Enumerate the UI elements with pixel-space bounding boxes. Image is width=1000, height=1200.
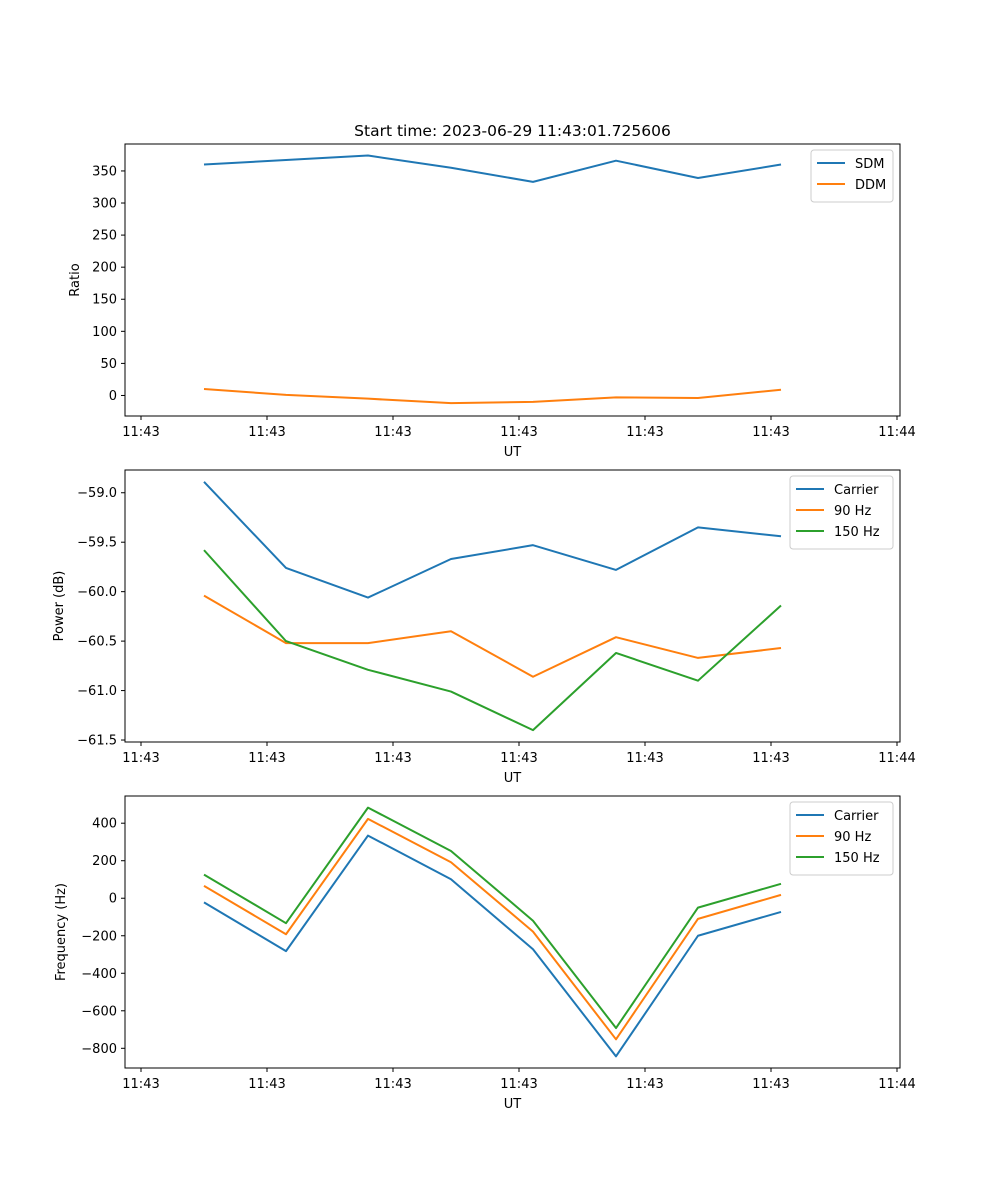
y-tick-label: −400 <box>81 967 117 982</box>
y-tick-label: 0 <box>109 892 117 907</box>
x-tick-label: 11:43 <box>626 425 663 440</box>
y-tick-label: −61.0 <box>77 684 117 699</box>
y-tick-label: −200 <box>81 929 117 944</box>
legend: Carrier 90 Hz 150 Hz <box>789 801 894 876</box>
x-tick-label: 11:43 <box>752 751 789 766</box>
legend-label: SDM <box>855 157 884 172</box>
legend-label: 150 Hz <box>834 851 880 866</box>
axes-frame <box>124 469 901 743</box>
y-tick-label: 0 <box>109 389 117 404</box>
y-tick-label: 150 <box>92 293 117 308</box>
x-tick-label: 11:43 <box>122 751 159 766</box>
y-tick-label: −600 <box>81 1004 117 1019</box>
y-tick-label: −59.0 <box>77 486 117 501</box>
legend-label: 90 Hz <box>834 830 871 845</box>
power-panel: 11:43 11:43 11:43 11:43 11:43 11:43 11:44 −59.0… <box>52 469 916 786</box>
x-tick-label: 11:43 <box>374 425 411 440</box>
x-tick-label: 11:43 <box>500 751 537 766</box>
y-axis-label: Frequency (Hz) <box>54 883 69 981</box>
y-tick-label: −800 <box>81 1042 117 1057</box>
legend-label: 150 Hz <box>834 525 880 540</box>
series-line-sdm <box>203 154 782 183</box>
legend: Carrier 90 Hz 150 Hz <box>789 475 894 550</box>
series-line-ddm <box>203 388 782 405</box>
x-tick-label: 11:43 <box>248 751 285 766</box>
x-axis-label: UT <box>504 771 522 786</box>
x-tick-label: 11:44 <box>878 425 915 440</box>
y-tick-label: 350 <box>92 164 117 179</box>
y-axis-label: Ratio <box>68 263 83 296</box>
legend-label: DDM <box>855 178 886 193</box>
series-line-150-hz <box>203 806 782 1030</box>
axes-frame <box>124 143 901 417</box>
x-tick-label: 11:43 <box>500 425 537 440</box>
y-tick-label: −60.0 <box>77 585 117 600</box>
y-tick-label: 100 <box>92 325 117 340</box>
frequency-panel: 11:43 11:43 11:43 11:43 11:43 11:43 11:44 400 20… <box>54 795 916 1112</box>
y-tick-label: −61.5 <box>77 734 117 749</box>
series-line-carrier <box>203 481 782 599</box>
y-tick-label: −60.5 <box>77 635 117 650</box>
x-axis-label: UT <box>504 445 522 460</box>
x-tick-label: 11:43 <box>122 425 159 440</box>
series-line-150-hz <box>203 549 782 732</box>
x-tick-label: 11:43 <box>626 751 663 766</box>
x-tick-label: 11:43 <box>752 425 789 440</box>
x-tick-label: 11:43 <box>752 1077 789 1092</box>
x-tick-label: 11:43 <box>122 1077 159 1092</box>
y-tick-label: 200 <box>92 261 117 276</box>
x-tick-label: 11:43 <box>374 1077 411 1092</box>
axes-frame <box>124 795 901 1069</box>
y-tick-label: 400 <box>92 817 117 832</box>
series-line-90-hz <box>203 817 782 1041</box>
series-line-90-hz <box>203 594 782 678</box>
series-line-carrier <box>203 834 782 1058</box>
y-tick-label: 50 <box>100 357 117 372</box>
x-tick-label: 11:43 <box>626 1077 663 1092</box>
y-tick-label: −59.5 <box>77 536 117 551</box>
x-tick-label: 11:43 <box>248 1077 285 1092</box>
legend: SDM DDM <box>810 149 894 203</box>
x-axis-label: UT <box>504 1097 522 1112</box>
legend-label: Carrier <box>834 483 879 498</box>
figure-title: Start time: 2023-06-29 11:43:01.725606 <box>354 122 671 140</box>
legend-label: Carrier <box>834 809 879 824</box>
legend-label: 90 Hz <box>834 504 871 519</box>
x-tick-label: 11:43 <box>374 751 411 766</box>
x-tick-label: 11:43 <box>248 425 285 440</box>
y-tick-label: 250 <box>92 229 117 244</box>
y-tick-label: 200 <box>92 854 117 869</box>
x-tick-label: 11:43 <box>500 1077 537 1092</box>
ratio-panel: 11:43 11:43 11:43 11:43 11:43 11:43 11:44 0 50 10… <box>68 143 916 460</box>
x-tick-label: 11:44 <box>878 1077 915 1092</box>
x-tick-label: 11:44 <box>878 751 915 766</box>
y-tick-label: 300 <box>92 197 117 212</box>
y-axis-label: Power (dB) <box>52 571 67 642</box>
